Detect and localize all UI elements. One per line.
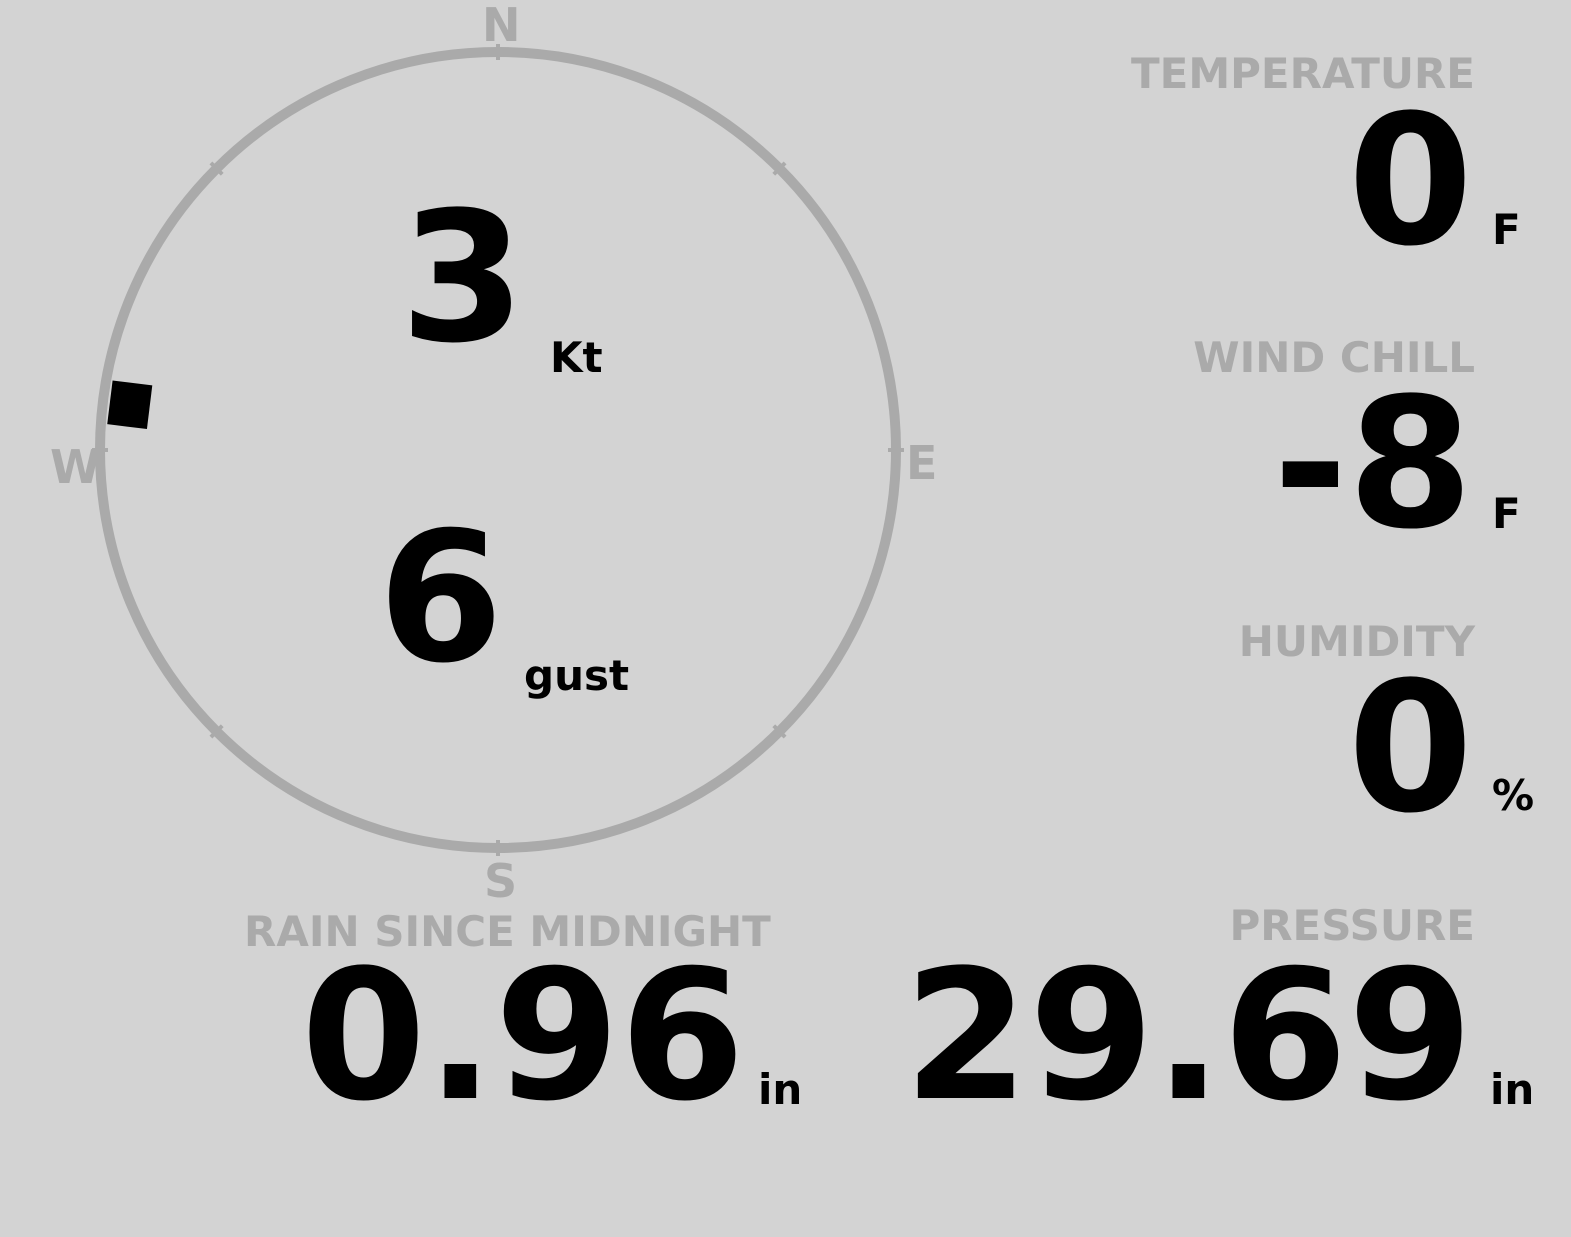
pressure-label: PRESSURE — [1229, 901, 1475, 950]
humidity-label: HUMIDITY — [1238, 617, 1475, 666]
pressure-value: 29.69 — [903, 932, 1473, 1141]
wind-speed-unit: Kt — [550, 333, 603, 382]
compass-east-label: E — [906, 436, 938, 490]
compass-tick — [209, 161, 224, 176]
temperature-unit: F — [1492, 205, 1521, 254]
compass-ticks — [92, 44, 904, 856]
wind-chill-value: -8 — [1273, 360, 1473, 569]
compass-south-label: S — [484, 854, 518, 908]
wind-speed-value: 3 — [400, 174, 526, 383]
temperature-value: 0 — [1347, 77, 1473, 286]
compass-tick — [209, 724, 224, 739]
humidity-value: 0 — [1347, 644, 1473, 853]
compass-tick — [772, 724, 787, 739]
wind-chill-label: WIND CHILL — [1193, 333, 1475, 382]
compass-dial — [92, 44, 904, 856]
compass-tick — [772, 161, 787, 176]
pressure-unit: in — [1490, 1065, 1535, 1114]
rain-unit: in — [758, 1065, 803, 1114]
wind-chill-unit: F — [1492, 489, 1521, 538]
rain-label: RAIN SINCE MIDNIGHT — [244, 907, 771, 956]
rain-value: 0.96 — [300, 932, 745, 1141]
compass-west-label: W — [50, 440, 101, 494]
temperature-label: TEMPERATURE — [1131, 49, 1475, 98]
wind-gust-value: 6 — [378, 494, 504, 703]
wind-gust-unit: gust — [524, 651, 630, 700]
compass-north-label: N — [482, 0, 521, 52]
humidity-unit: % — [1492, 771, 1535, 820]
wind-direction-marker — [107, 380, 153, 430]
